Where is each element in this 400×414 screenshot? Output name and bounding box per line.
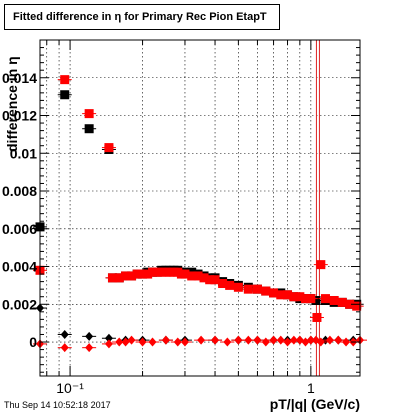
data-point: [211, 335, 220, 345]
data-point: [85, 343, 94, 353]
data-point: [306, 294, 316, 304]
data-point: [244, 335, 253, 345]
data-point: [121, 337, 130, 347]
plot-frame: [39, 39, 361, 377]
x-tick-label: 1: [307, 380, 315, 396]
data-point: [60, 343, 69, 353]
data-point: [84, 124, 94, 134]
data-point: [218, 279, 228, 289]
y-tick-label: 0.01: [10, 145, 37, 161]
axis-ticks: [40, 39, 360, 376]
y-tick-label: 0.014: [2, 70, 37, 86]
y-tick-label: 0.004: [2, 259, 37, 275]
data-point: [180, 269, 190, 279]
data-point: [312, 312, 322, 322]
data-point: [243, 284, 253, 294]
data-point: [127, 271, 137, 281]
data-point: [138, 337, 147, 347]
data-point: [316, 337, 325, 347]
data-point: [261, 286, 271, 296]
data-point: [173, 337, 182, 347]
data-point: [161, 335, 170, 345]
y-tick-label: 0: [29, 334, 37, 350]
data-point: [85, 331, 94, 341]
x-axis-label: pT/|q| (GeV/c): [269, 396, 360, 412]
y-tick-label: 0.002: [2, 296, 37, 312]
data-point: [269, 288, 279, 298]
data-point: [337, 297, 347, 307]
data-point: [283, 290, 293, 300]
x-tick-label: 10⁻¹: [56, 380, 84, 396]
data-point: [180, 337, 189, 347]
data-point: [104, 143, 114, 153]
data-point: [329, 295, 339, 305]
data-point: [114, 273, 124, 283]
data-point: [197, 335, 206, 345]
data-point: [269, 335, 278, 345]
data-point: [84, 109, 94, 119]
data-point: [311, 295, 321, 305]
data-point: [252, 284, 262, 294]
data-point: [345, 299, 355, 309]
data-point: [352, 301, 362, 311]
data-point: [143, 269, 153, 279]
data-point: [342, 337, 351, 347]
y-axis-label: difference in η: [4, 56, 20, 152]
chart-title: Fitted difference in η for Primary Rec P…: [4, 4, 280, 30]
data-point: [210, 275, 220, 285]
data-point: [325, 335, 334, 345]
data-point: [60, 90, 70, 100]
y-axis-label-box: difference in η: [2, 42, 20, 152]
data-point: [193, 271, 203, 281]
data-point: [320, 294, 330, 304]
y-tick-label: 0.006: [2, 221, 37, 237]
tick-labels: 0 0.002 0.004 0.006 0.008 0.01 0.012 0.014 10⁻¹ 1: [2, 70, 315, 396]
data-point: [104, 339, 113, 349]
data-point: [104, 333, 113, 343]
data-point: [60, 329, 69, 339]
data-point: [316, 260, 326, 270]
data-point: [148, 337, 157, 347]
data-point: [233, 282, 243, 292]
data-point: [234, 335, 243, 345]
plot-border: [39, 39, 361, 377]
timestamp: Thu Sep 14 10:52:18 2017: [4, 400, 111, 410]
data-point: [225, 280, 235, 290]
data-point: [223, 337, 232, 347]
data-point: [199, 273, 209, 283]
data-marks: [33, 75, 367, 353]
data-point: [127, 335, 136, 345]
data-point: [60, 75, 70, 85]
y-tick-label: 0.008: [2, 183, 37, 199]
data-point: [295, 292, 305, 302]
y-tick-label: 0.012: [2, 108, 37, 124]
